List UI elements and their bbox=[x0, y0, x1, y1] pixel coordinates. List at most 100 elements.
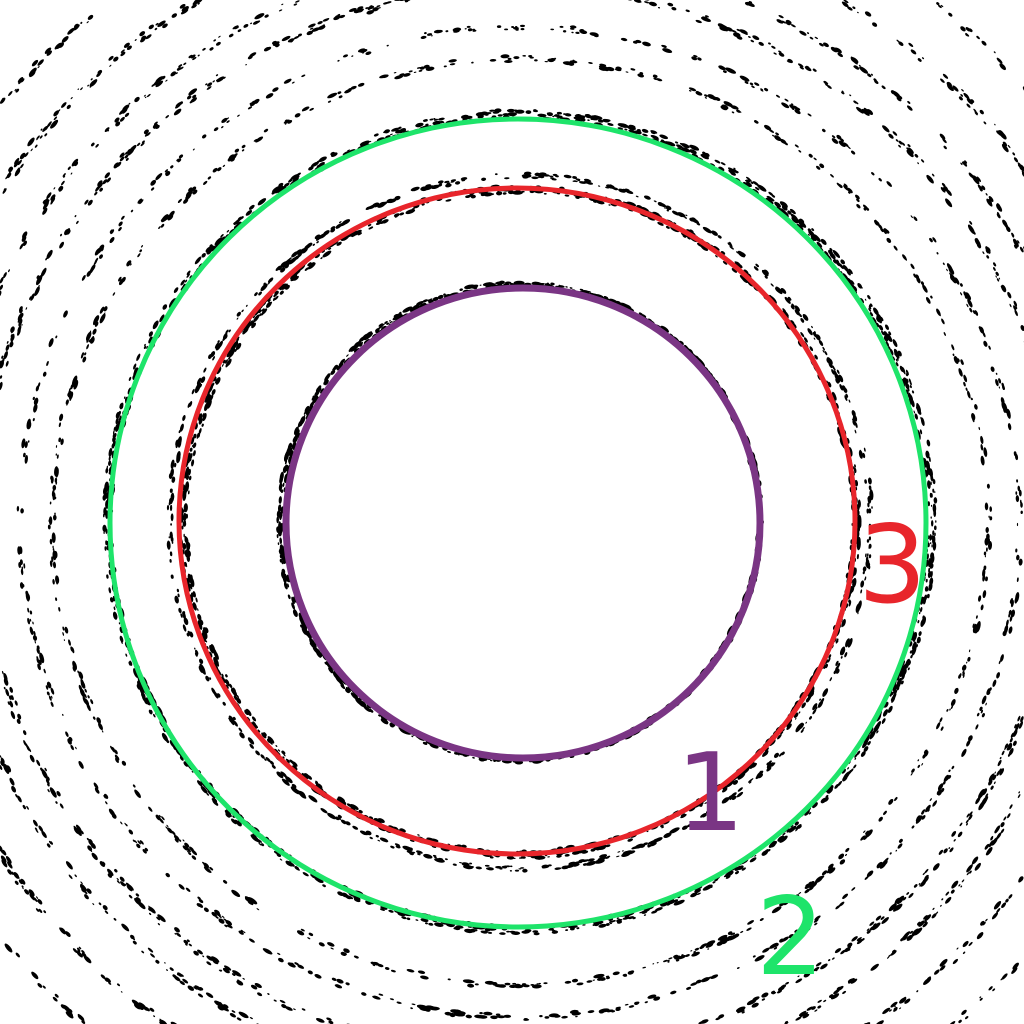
speckle-dot bbox=[176, 932, 181, 937]
speckle-dot bbox=[192, 591, 196, 598]
speckle-dot bbox=[459, 288, 463, 291]
speckle-dot bbox=[174, 462, 177, 468]
speckle-dot bbox=[183, 520, 187, 525]
speckle-dot bbox=[642, 133, 648, 137]
speckle-dot bbox=[280, 489, 284, 493]
speckle-dot bbox=[525, 110, 532, 115]
speckle-dot bbox=[752, 763, 758, 768]
speckle-dot bbox=[686, 235, 691, 239]
speckle-dot bbox=[168, 497, 173, 505]
speckle-dot bbox=[62, 626, 65, 631]
speckle-dot bbox=[999, 756, 1002, 760]
speckle-dot bbox=[140, 245, 144, 248]
speckle-dot bbox=[721, 787, 728, 793]
speckle-dot bbox=[883, 810, 887, 816]
speckle-dot bbox=[888, 798, 894, 805]
speckle-dot bbox=[280, 484, 283, 489]
speckle-dot bbox=[598, 923, 607, 928]
speckle-dot bbox=[337, 796, 345, 803]
speckle-dot bbox=[731, 795, 737, 800]
speckle-dot bbox=[541, 865, 547, 869]
speckle-dot bbox=[192, 450, 196, 457]
speckle-dot bbox=[130, 209, 134, 213]
speckle-dot bbox=[389, 321, 393, 324]
speckle-dot bbox=[992, 679, 997, 687]
speckle-dot bbox=[746, 927, 752, 931]
speckle-dot bbox=[822, 128, 826, 133]
speckle-dot bbox=[188, 475, 192, 481]
speckle-dot bbox=[725, 67, 737, 74]
speckle-dot bbox=[306, 410, 309, 416]
speckle-dot bbox=[226, 229, 230, 233]
speckle-dot bbox=[221, 915, 225, 918]
speckle-dot bbox=[572, 176, 577, 179]
speckle-dot bbox=[245, 304, 248, 307]
speckle-dot bbox=[617, 123, 629, 128]
speckle-dot bbox=[597, 119, 604, 123]
speckle-dot bbox=[243, 324, 248, 331]
speckle-dot bbox=[813, 157, 817, 161]
speckle-dot bbox=[754, 82, 760, 86]
speckle-dot bbox=[55, 335, 58, 339]
speckle-dot bbox=[248, 322, 253, 326]
speckle-dot bbox=[616, 855, 620, 858]
speckle-dot bbox=[258, 291, 262, 296]
speckle-dot bbox=[194, 383, 201, 394]
speckle-dot bbox=[521, 930, 530, 934]
speckle-dot bbox=[63, 310, 68, 318]
speckle-dot bbox=[995, 372, 998, 375]
speckle-dot bbox=[58, 607, 61, 612]
speckle-dot bbox=[936, 252, 939, 255]
speckle-dot bbox=[486, 867, 492, 871]
speckle-dot bbox=[780, 287, 787, 294]
speckle-dot bbox=[316, 396, 319, 401]
speckle-dot bbox=[487, 931, 493, 934]
speckle-dot bbox=[192, 440, 194, 443]
speckle-dot bbox=[837, 780, 843, 787]
speckle-dot bbox=[808, 153, 813, 158]
speckle-dot bbox=[233, 695, 238, 701]
speckle-dot bbox=[932, 530, 935, 536]
speckle-dot bbox=[895, 362, 899, 367]
speckle-dot bbox=[194, 647, 196, 650]
speckle-dot bbox=[192, 148, 195, 151]
speckle-dot bbox=[554, 867, 562, 870]
speckle-dot bbox=[262, 310, 266, 314]
speckle-dot bbox=[319, 234, 323, 238]
speckle-dot bbox=[996, 672, 1001, 679]
speckle-dot bbox=[656, 962, 659, 964]
speckle-dot bbox=[310, 161, 319, 168]
speckle-dot bbox=[762, 750, 769, 757]
speckle-dot bbox=[196, 377, 202, 386]
speckle-dot bbox=[315, 648, 321, 656]
speckle-dot bbox=[399, 728, 409, 735]
speckle-dot bbox=[932, 488, 935, 493]
speckle-dot bbox=[591, 861, 596, 863]
speckle-dot bbox=[652, 74, 658, 78]
speckle-dot bbox=[960, 292, 963, 296]
speckle-dot bbox=[166, 540, 171, 550]
speckle-dot bbox=[223, 332, 228, 339]
speckle-dot bbox=[203, 670, 206, 675]
speckle-dot bbox=[559, 25, 564, 28]
speckle-dot bbox=[711, 230, 718, 236]
speckle-dot bbox=[822, 688, 829, 697]
speckle-dot bbox=[479, 1011, 483, 1015]
speckle-dot bbox=[663, 832, 672, 838]
speckle-dot bbox=[978, 426, 981, 431]
speckle-dot bbox=[974, 404, 978, 410]
speckle-dot bbox=[885, 324, 889, 330]
speckle-dot bbox=[680, 814, 687, 819]
speckle-dot bbox=[736, 251, 739, 254]
speckle-dot bbox=[335, 817, 339, 820]
speckle-dot bbox=[324, 373, 331, 382]
speckle-dot bbox=[840, 270, 843, 274]
speckle-dot bbox=[556, 116, 560, 118]
speckle-dot bbox=[34, 640, 36, 644]
speckle-dot bbox=[985, 702, 987, 706]
speckle-dot bbox=[612, 971, 620, 976]
speckle-dot bbox=[99, 254, 103, 259]
speckle-dot bbox=[379, 201, 385, 206]
speckle-dot bbox=[160, 223, 165, 228]
speckle-dot bbox=[185, 472, 189, 478]
